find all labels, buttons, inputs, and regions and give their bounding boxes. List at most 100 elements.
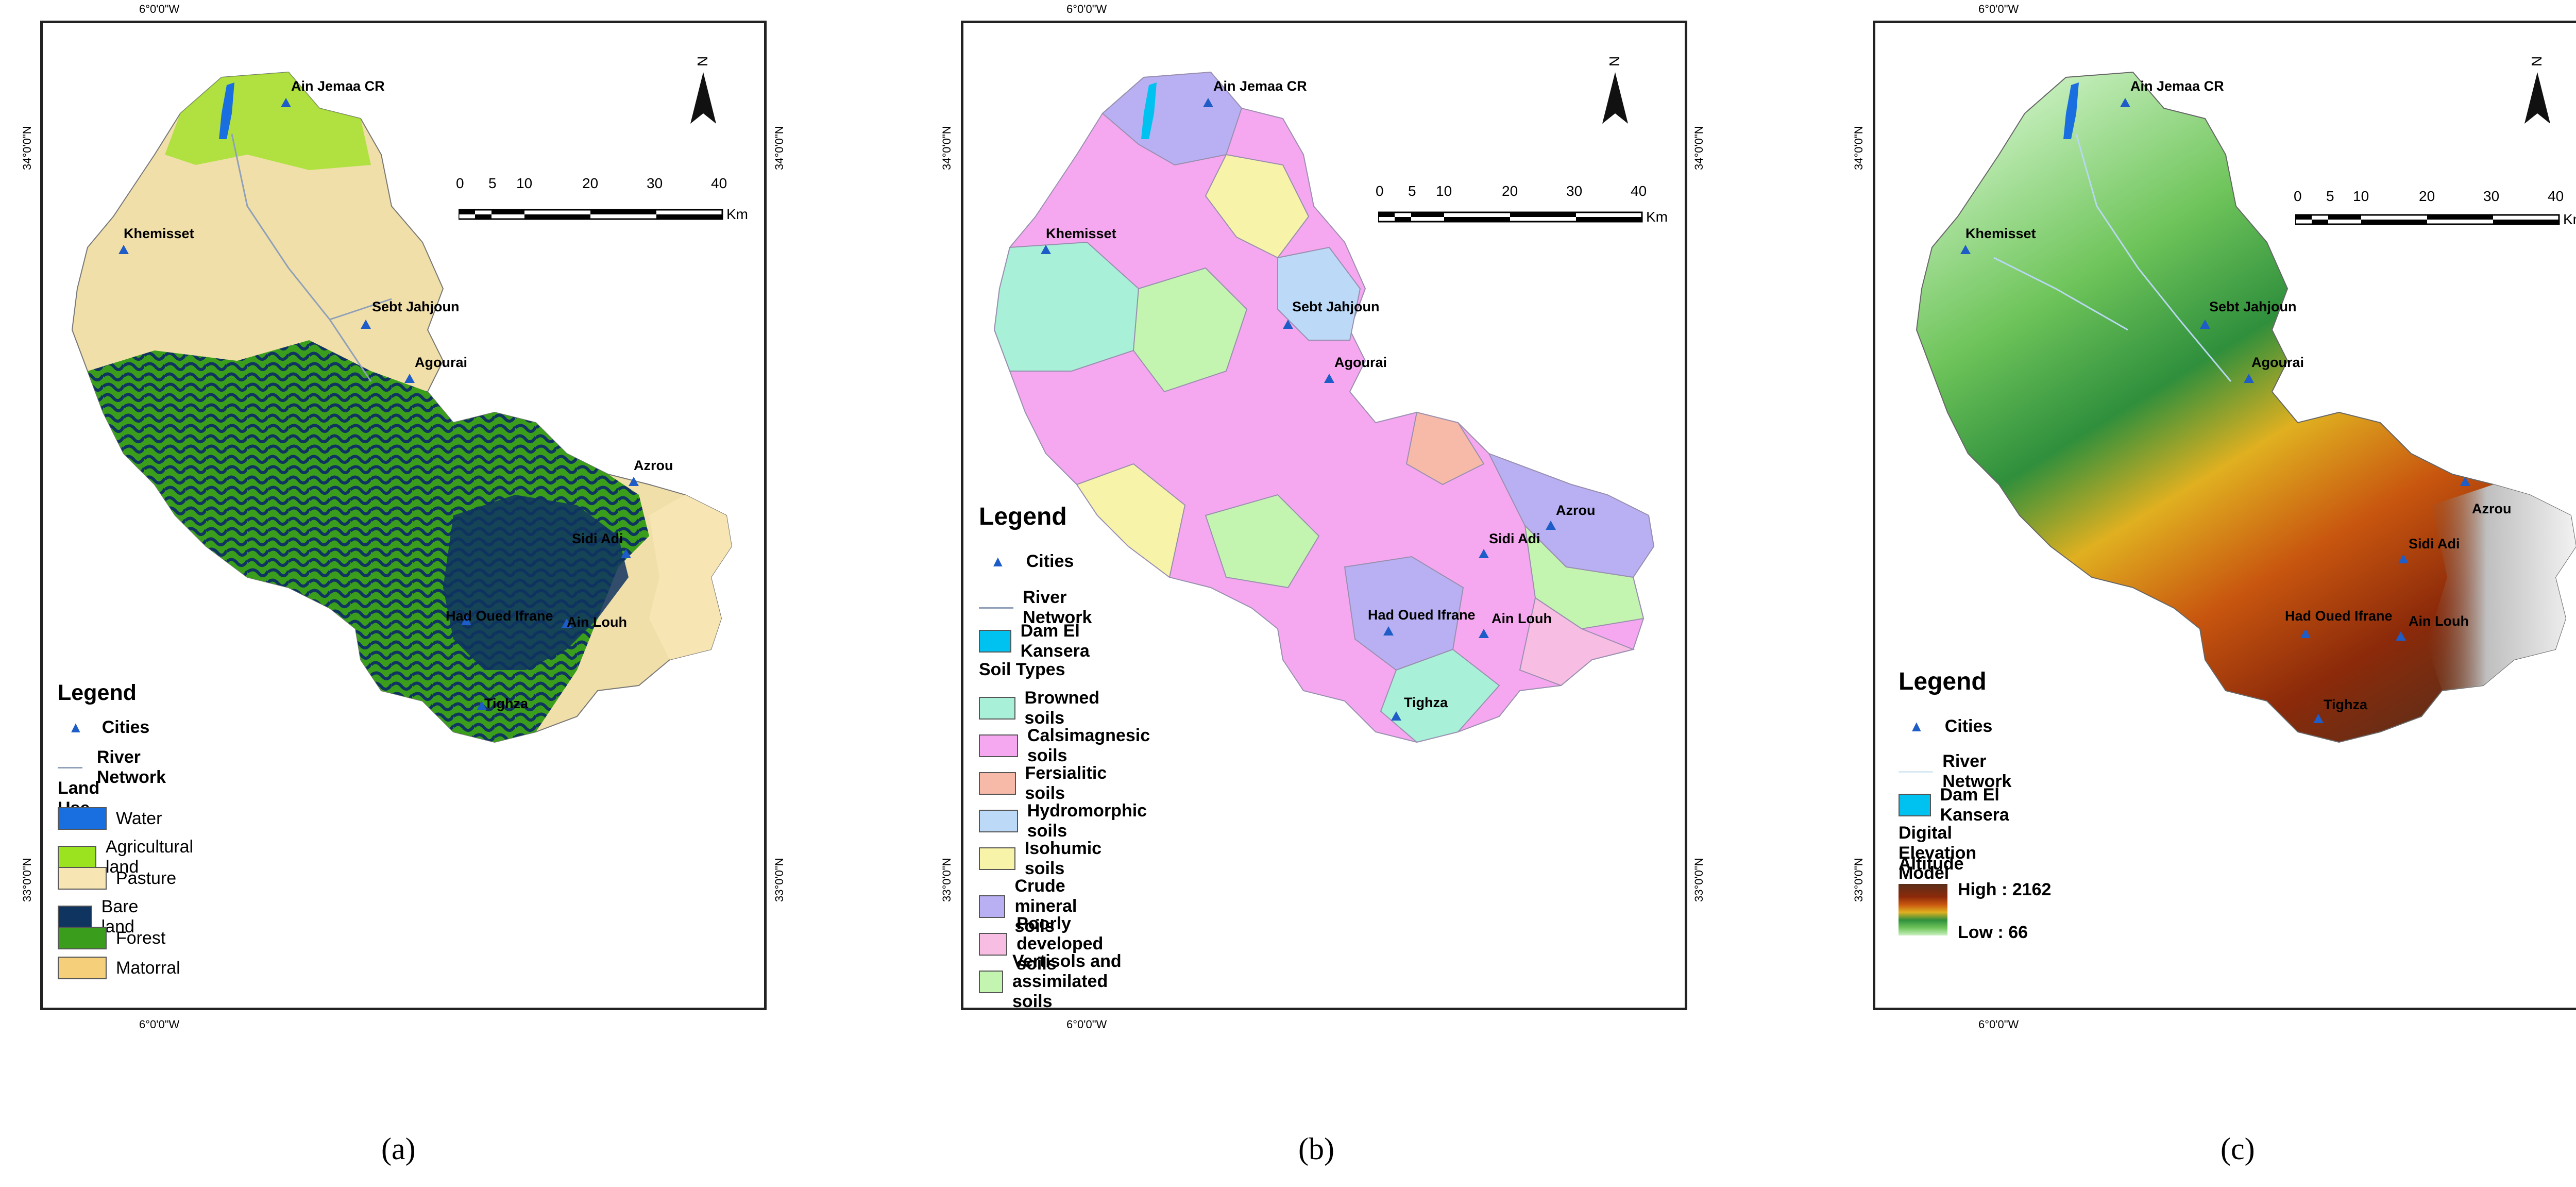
city-ain-jemaa: Ain Jemaa CR [1213, 78, 1307, 94]
lon-label-bottom: 6°0'0"W [1066, 1018, 1107, 1031]
legend-class-poorly-developed: Poorly developed soils [979, 914, 1124, 974]
city-khemisset: Khemisset [1046, 226, 1116, 241]
city-sidi-adi: Sidi Adi [572, 531, 623, 546]
city-agourai: Agourai [1334, 355, 1387, 370]
legend-section-dem: Digital Elevation Model [1899, 823, 1977, 883]
swatch [58, 867, 107, 890]
panel-label-a: (a) [381, 1132, 416, 1166]
lon-label-top: 6°0'0"W [1066, 3, 1107, 15]
legend-class-water: Water [58, 807, 162, 830]
legend-soil-types: Legend ▲ Cities River Network Dam El Kan… [979, 503, 1150, 1011]
city-tighza: Tighza [484, 696, 529, 711]
legend-class-pasture: Pasture [58, 867, 176, 890]
city-khemisset: Khemisset [124, 226, 194, 241]
soil-map [993, 71, 1655, 743]
legend-altitude-label: Altitude [1899, 854, 1964, 874]
legend-class-matorral: Matorral [58, 957, 180, 979]
dem-map [1916, 71, 2576, 743]
city-markers [118, 98, 639, 710]
city-sidi-adi: Sidi Adi [2409, 536, 2460, 551]
swatch [58, 807, 107, 830]
swatch [979, 932, 1008, 956]
legend-low-value: Low : 66 [1958, 923, 2028, 942]
legend-class-bare-land: Bare land [58, 897, 153, 937]
triangle-icon: ▲ [68, 718, 83, 736]
legend-title: Legend [58, 680, 137, 705]
swatch [979, 847, 1015, 870]
city-agourai: Agourai [415, 355, 468, 370]
swatch [58, 957, 107, 979]
legend-land-use: Legend ▲ Cities River Network Land Use W… [58, 680, 193, 979]
svg-text:N: N [2529, 56, 2545, 66]
legend-row-river: River Network [979, 588, 1106, 628]
lon-label-bottom: 6°0'0"W [1978, 1018, 2019, 1031]
city-khemisset: Khemisset [1965, 226, 2036, 241]
legend-row-cities: ▲ Cities [990, 551, 1074, 571]
swatch [979, 810, 1018, 832]
city-sebt-jahjoun: Sebt Jahjoun [2209, 299, 2297, 314]
city-ain-jemaa: Ain Jemaa CR [291, 78, 385, 94]
swatch [58, 846, 96, 868]
city-azrou: Azrou [1556, 503, 1596, 518]
city-agourai: Agourai [2251, 355, 2304, 370]
legend-row-river: River Network [1899, 751, 2026, 792]
city-had-oued-ifrane: Had Oued Ifrane [1368, 607, 1476, 623]
lon-label-top: 6°0'0"W [139, 3, 180, 15]
city-ain-jemaa: Ain Jemaa CR [2130, 78, 2224, 94]
swatch [58, 927, 107, 949]
legend-row-river: River Network [58, 747, 177, 788]
city-markers [1041, 98, 1556, 721]
triangle-icon: ▲ [990, 553, 1006, 570]
swatch [979, 630, 1011, 653]
legend-class-forest: Forest [58, 927, 165, 949]
panel-label-c: (c) [2221, 1132, 2255, 1166]
swatch [979, 734, 1018, 757]
legend-class-fersialitic: Fersialitic soils [979, 763, 1119, 804]
land-use-map [71, 71, 733, 743]
city-ain-louh: Ain Louh [567, 614, 627, 630]
city-tighza: Tighza [2324, 697, 2368, 712]
swatch [979, 895, 1006, 918]
city-azrou: Azrou [2472, 501, 2512, 516]
legend-class-calsimagnesic: Calsimagnesic soils [979, 726, 1160, 766]
city-tighza: Tighza [1404, 695, 1448, 710]
legend-class-crude-mineral: Crude mineral soils [979, 876, 1099, 937]
city-had-oued-ifrane: Had Oued Ifrane [446, 608, 553, 624]
legend-row-dam: Dam El Kansera [979, 621, 1106, 661]
legend-class-browned: Browned soils [979, 688, 1112, 728]
legend-class-vertisols: Vertisols and assimilated soils [979, 951, 1132, 1012]
city-markers [1960, 98, 2470, 723]
triangle-icon: ▲ [1909, 717, 1924, 735]
swatch [979, 970, 1004, 993]
swatch [1899, 794, 1931, 816]
svg-text:N: N [1606, 56, 1622, 66]
svg-text:N: N [694, 56, 710, 66]
city-sebt-jahjoun: Sebt Jahjoun [372, 299, 460, 314]
swatch [979, 697, 1015, 720]
panel-label-b: (b) [1298, 1132, 1334, 1166]
legend-section-soil-types: Soil Types [979, 660, 1065, 679]
north-arrow-icon: N [2524, 56, 2550, 124]
legend-row-cities: ▲ Cities [68, 717, 150, 737]
legend-class-isohumic: Isohumic soils [979, 839, 1114, 879]
river-line-icon [1899, 771, 1934, 773]
north-arrow-icon: N [1602, 56, 1628, 124]
lon-label-top: 6°0'0"W [1978, 3, 2019, 15]
north-arrow-icon: N [690, 56, 716, 124]
city-ain-louh: Ain Louh [2409, 613, 2469, 629]
legend-title: Legend [979, 503, 1067, 530]
city-sidi-adi: Sidi Adi [1489, 531, 1540, 546]
legend-class-agricultural: Agricultural land [58, 837, 204, 877]
river-line-icon [58, 766, 82, 768]
legend-row-dam: Dam El Kansera [1899, 785, 2026, 825]
legend-high-value: High : 2162 [1958, 880, 2052, 899]
lon-label-bottom: 6°0'0"W [139, 1018, 180, 1031]
legend-title: Legend [1899, 668, 1987, 695]
city-ain-louh: Ain Louh [1492, 611, 1552, 626]
legend-dem: Legend ▲ Cities River Network Dam El Kan… [1899, 667, 2051, 942]
river-line-icon [979, 607, 1014, 609]
city-had-oued-ifrane: Had Oued Ifrane [2285, 608, 2393, 624]
legend-row-cities: ▲ Cities [1909, 716, 1993, 736]
swatch [979, 772, 1016, 795]
city-azrou: Azrou [634, 458, 673, 473]
